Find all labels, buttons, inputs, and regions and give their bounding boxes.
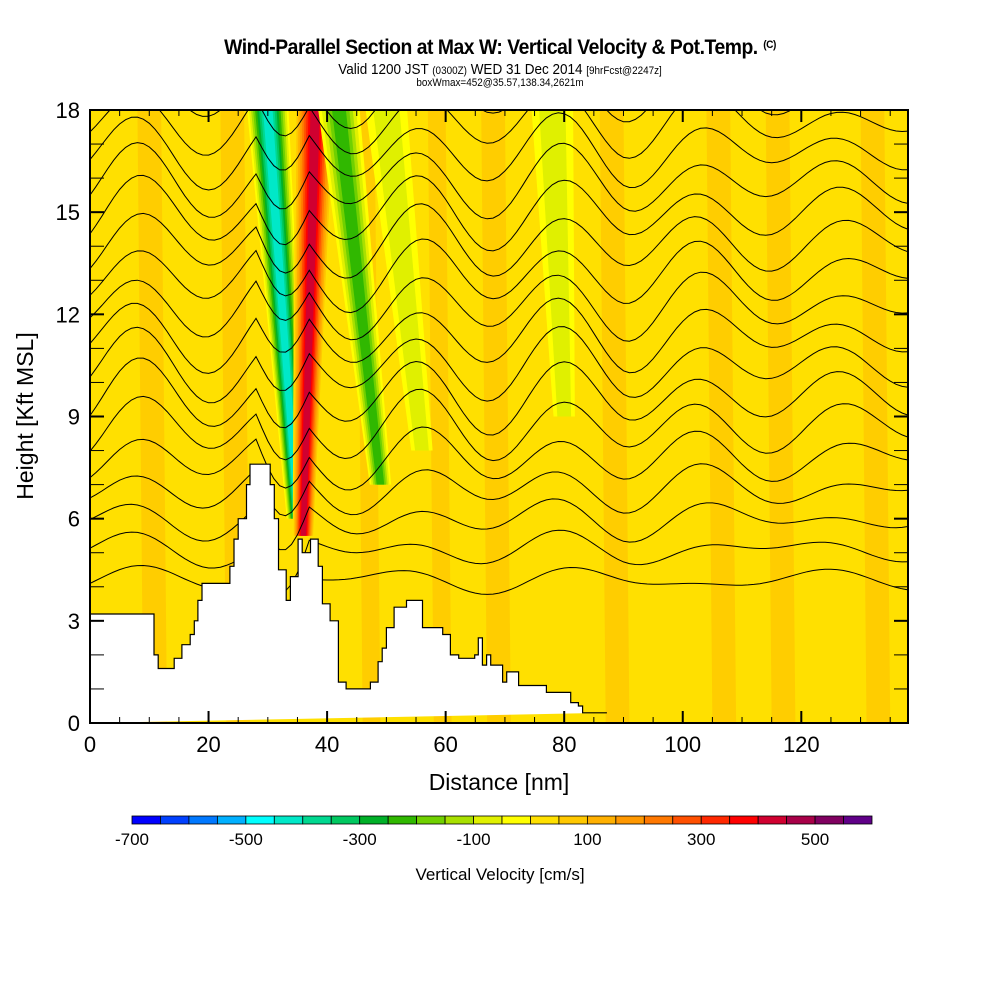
colorbar-swatch	[843, 815, 873, 825]
theta-contour-line	[90, 203, 908, 279]
colorbar-title: Vertical Velocity [cm/s]	[415, 865, 584, 884]
x-tick-label: 100	[664, 732, 701, 757]
box-info: boxWmax=452@35.57,138.34,2621m	[416, 77, 584, 89]
colorbar-swatch	[530, 815, 560, 825]
valid-time-line: Valid 1200 JST (0300Z) WED 31 Dec 2014 […	[50, 61, 950, 78]
colorbar-swatch	[387, 815, 418, 825]
y-axis-title: Height [Kft MSL]	[12, 332, 38, 499]
y-tick-label: 0	[68, 711, 80, 736]
x-tick-label: 20	[196, 732, 220, 757]
colorbar-swatch	[444, 815, 474, 825]
colorbar-swatch	[245, 815, 275, 825]
colorbar-swatch	[273, 815, 304, 825]
theta-contour-line	[90, 463, 908, 517]
colorbar-swatch	[131, 815, 161, 825]
copyright-mark: (C)	[763, 39, 776, 51]
valid-utc: (0300Z)	[432, 65, 467, 77]
colorbar-swatch	[302, 815, 332, 825]
colorbar-swatch	[330, 815, 361, 825]
theta-contour-line	[90, 326, 908, 404]
chart-title: Wind-Parallel Section at Max W: Vertical…	[40, 36, 960, 60]
downdraft-weak-2-level	[539, 110, 572, 417]
theta-contour-line	[90, 174, 908, 252]
x-axis-title: Distance [nm]	[429, 769, 570, 795]
title-text: Wind-Parallel Section at Max W: Vertical…	[224, 36, 758, 59]
y-axis: 0 3 6 9 12 15 18	[56, 98, 908, 736]
x-tick-label: 80	[552, 732, 576, 757]
theta-contour-line	[90, 426, 908, 491]
theta-contour-line	[90, 498, 908, 551]
colorbar-swatch	[615, 815, 645, 825]
colorbar-tick-label: 300	[687, 830, 715, 849]
downdraft-weak-1-level	[373, 110, 429, 451]
y-tick-label: 3	[68, 609, 80, 634]
colorbar-tick-label: -500	[229, 830, 263, 849]
valid-prefix: Valid 1200 JST	[338, 61, 429, 78]
colorbar-swatch	[729, 815, 759, 825]
colorbar-tick-label: 100	[573, 830, 601, 849]
forecast-info: [9hrFcst@2247z]	[586, 65, 662, 77]
terrain-mask	[89, 463, 607, 723]
y-tick-label: 6	[68, 507, 80, 532]
theta-contour-line	[90, 142, 908, 220]
y-tick-label: 15	[56, 200, 80, 225]
y-tick-label: 9	[68, 405, 80, 430]
colorbar-swatch	[188, 815, 218, 825]
colorbar-swatch	[416, 815, 446, 825]
weak-updraft-band	[427, 110, 452, 723]
theta-contour-line	[90, 110, 908, 159]
weak-updraft-band	[599, 110, 630, 723]
x-tick-label: 0	[84, 732, 96, 757]
colorbar: -700 -500 -300 -100 100 300 500	[115, 815, 873, 849]
theta-contour-line	[90, 529, 908, 593]
x-tick-label: 60	[433, 732, 457, 757]
theta-contour-line	[90, 112, 908, 191]
colorbar-tick-label: -300	[343, 830, 377, 849]
colorbar-swatch	[814, 815, 844, 825]
colorbar-swatch	[757, 815, 788, 825]
theta-contour-line	[90, 271, 908, 342]
colorbar-tick-label: -700	[115, 830, 149, 849]
colorbar-tick-label: -100	[457, 830, 491, 849]
colorbar-swatch	[643, 815, 674, 825]
theta-contour-line	[90, 388, 908, 462]
valid-date: WED 31 Dec 2014	[470, 61, 583, 78]
updraft-main-level	[300, 110, 321, 536]
colorbar-swatch	[359, 815, 389, 825]
weak-updraft-band	[481, 110, 511, 723]
theta-contour-line	[90, 297, 908, 374]
colorbar-swatch	[473, 815, 503, 825]
downdraft-main-level	[263, 110, 301, 519]
colorbar-swatch	[586, 815, 617, 825]
theta-contour-line	[90, 238, 908, 314]
colorbar-swatch	[672, 815, 702, 825]
y-tick-label: 12	[56, 302, 80, 327]
colorbar-swatch	[786, 815, 816, 825]
colorbar-swatch	[700, 815, 731, 825]
colorbar-swatch	[501, 815, 531, 825]
x-tick-label: 40	[315, 732, 339, 757]
colorbar-tick-label: 500	[801, 830, 829, 849]
colorbar-swatch	[558, 815, 588, 825]
weak-updraft-band	[137, 110, 168, 723]
x-tick-label: 120	[783, 732, 820, 757]
theta-contour-line	[90, 357, 908, 436]
y-tick-label: 18	[56, 98, 80, 123]
x-axis: 0 20 40 60 80 100 120	[84, 110, 891, 757]
colorbar-swatch	[216, 815, 247, 825]
colorbar-swatch	[160, 815, 190, 825]
